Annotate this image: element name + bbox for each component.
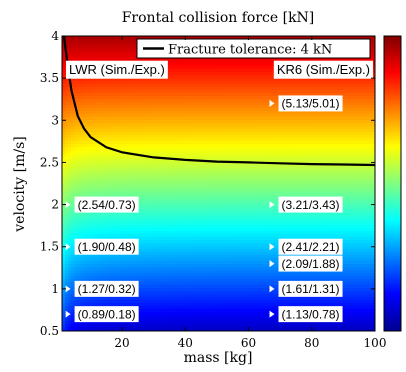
plot-frame [61,35,376,332]
colorbar [383,35,402,332]
data-annotation: (2.54/0.73) [65,196,139,213]
x-tick-label: 100 [364,336,387,350]
triangle-marker-icon [65,285,71,293]
annotation-box [278,196,343,213]
annotation-label: (1.61/1.31) [282,282,340,296]
y-tick-label: 4 [51,29,59,43]
x-tick-label: 20 [114,336,129,350]
y-tick-label: 3.5 [40,71,59,85]
y-tick-label: 2 [51,198,59,212]
triangle-marker-icon [65,310,71,318]
y-axis-label: velocity [m/s] [12,136,28,233]
triangle-marker-icon [269,243,275,251]
y-axis-ticks: 0.5 1 1.5 2 2.5 3 3.5 4 [40,29,375,338]
data-annotation: (1.27/0.32) [65,280,139,297]
annotation-box [278,95,343,112]
triangle-marker-icon [269,310,275,318]
annotation-label: (5.13/5.01) [282,97,340,111]
x-axis-ticks: 20 40 60 80 100 [114,36,386,350]
y-tick-label: 1 [51,282,59,296]
triangle-marker-icon [65,201,71,209]
annotation-box [278,255,343,272]
annotation-label: (2.41/2.21) [282,240,340,254]
triangle-marker-icon [65,243,71,251]
annotation-label: (0.89/0.18) [78,307,136,321]
group-header-label: KR6 (Sim./Exp.) [277,62,370,77]
annotation-box [278,280,343,297]
annotation-label: (3.21/3.43) [282,198,340,212]
data-annotation: (1.13/0.78) [269,306,343,323]
group-header: LWR (Sim./Exp.) [66,60,168,79]
y-tick-label: 1.5 [40,240,59,254]
triangle-marker-icon [269,99,275,107]
triangle-marker-icon [269,260,275,268]
annotation-box [74,238,139,255]
legend-label: Fracture tolerance: 4 kN [168,43,332,58]
group-header: KR6 (Sim./Exp.) [273,60,373,79]
data-annotation: (1.90/0.48) [65,238,139,255]
y-tick-label: 3 [51,113,59,127]
fracture-tolerance-curve [62,36,375,167]
annotation-label: (1.13/0.78) [282,307,340,321]
data-annotation: (5.13/5.01) [269,95,343,112]
data-annotation: (2.09/1.88) [269,255,343,272]
annotation-box [278,238,343,255]
x-tick-label: 60 [241,336,256,350]
data-annotation: (1.61/1.31) [269,280,343,297]
y-tick-label: 2.5 [40,155,59,169]
annotation-box [74,196,139,213]
annotation-label: (2.09/1.88) [282,257,340,271]
group-header-box [66,60,168,79]
x-tick-label: 80 [304,336,319,350]
legend-box: Fracture tolerance: 4 kN [136,38,371,59]
triangle-marker-icon [269,285,275,293]
triangle-marker-icon [269,201,275,209]
annotation-box [74,306,139,323]
annotation-label: (1.27/0.32) [78,282,136,296]
y-tick-label: 0.5 [40,324,59,338]
data-annotation: (3.21/3.43) [269,196,343,213]
annotation-box [74,280,139,297]
chart-title: Frontal collision force [kN] [122,10,315,26]
x-tick-label: 40 [178,336,193,350]
annotation-label: (2.54/0.73) [78,198,136,212]
annotation-label: (1.90/0.48) [78,240,136,254]
data-annotation: (0.89/0.18) [65,306,139,323]
group-header-box [273,60,373,79]
data-annotation: (2.41/2.21) [269,238,343,255]
annotation-box [278,306,343,323]
group-header-label: LWR (Sim./Exp.) [69,62,165,77]
x-axis-label: mass [kg] [184,350,253,366]
